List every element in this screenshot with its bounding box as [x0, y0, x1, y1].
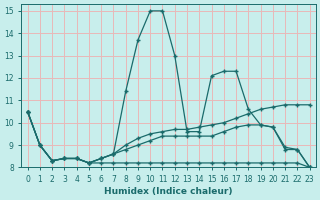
X-axis label: Humidex (Indice chaleur): Humidex (Indice chaleur) — [104, 187, 233, 196]
